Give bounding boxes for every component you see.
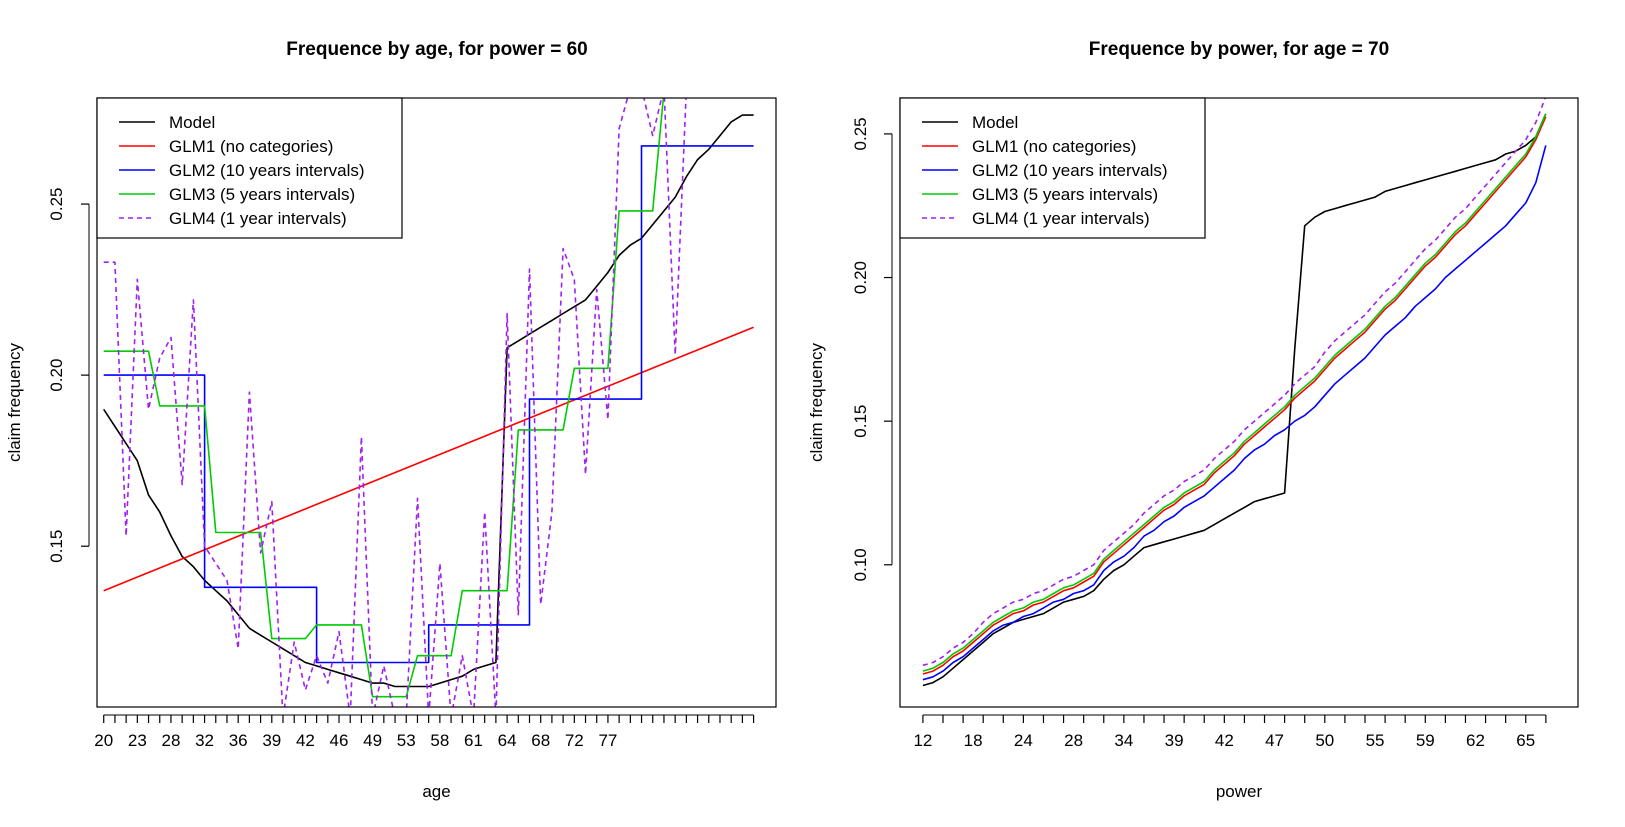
x-tick-label: 39 bbox=[262, 731, 281, 750]
x-tick-label: 64 bbox=[498, 731, 517, 750]
plot-box bbox=[899, 97, 1579, 708]
series-group bbox=[922, 98, 1547, 687]
x-tick-label: 42 bbox=[1215, 731, 1234, 750]
legend: Model GLM1 (no categories) GLM2 (10 years … bbox=[96, 97, 403, 239]
series-line-2 bbox=[922, 145, 1547, 681]
legend-entry-1: GLM1 (no categories) bbox=[169, 137, 333, 156]
x-tick-label: 18 bbox=[964, 731, 983, 750]
x-tick-label: 23 bbox=[128, 731, 147, 750]
x-tick-label: 24 bbox=[1014, 731, 1033, 750]
series-line-1 bbox=[103, 326, 754, 592]
x-tick-label: 72 bbox=[565, 731, 584, 750]
y-tick-label: 0.10 bbox=[851, 548, 870, 581]
series-group bbox=[103, 98, 754, 707]
y-tick-label: 0.15 bbox=[851, 405, 870, 438]
x-tick-label: 50 bbox=[1315, 731, 1334, 750]
y-tick-label: 0.15 bbox=[47, 530, 66, 563]
x-tick-label: 49 bbox=[363, 731, 382, 750]
legend-entry-2: GLM2 (10 years intervals) bbox=[972, 161, 1168, 180]
x-tick-label: 28 bbox=[1064, 731, 1083, 750]
power-panel: Frequence by power, for age = 70 12 18 24 28… bbox=[807, 39, 1579, 801]
plot-box bbox=[96, 97, 777, 708]
legend-entry-4: GLM4 (1 year intervals) bbox=[169, 209, 347, 228]
legend-entry-3: GLM3 (5 years intervals) bbox=[972, 185, 1158, 204]
series-line-4 bbox=[922, 98, 1547, 667]
legend-entry-4: GLM4 (1 year intervals) bbox=[972, 209, 1150, 228]
y-tick-label: 0.25 bbox=[851, 117, 870, 150]
x-tick-label: 77 bbox=[598, 731, 617, 750]
y-tick-label: 0.25 bbox=[47, 188, 66, 221]
chart-title: Frequence by power, for age = 70 bbox=[1089, 39, 1389, 60]
series-line-3 bbox=[922, 113, 1547, 672]
x-tick-label: 12 bbox=[913, 731, 932, 750]
x-tick-label: 34 bbox=[1114, 731, 1133, 750]
x-tick-label: 61 bbox=[464, 731, 483, 750]
y-axis-label: claim frequency bbox=[5, 342, 24, 462]
x-tick-label: 42 bbox=[296, 731, 315, 750]
legend-entry-2: GLM2 (10 years intervals) bbox=[169, 161, 365, 180]
x-tick-label: 47 bbox=[1265, 731, 1284, 750]
legend-entry-3: GLM3 (5 years intervals) bbox=[169, 185, 355, 204]
x-axis-label: age bbox=[422, 782, 450, 801]
series-line-0 bbox=[922, 113, 1547, 687]
x-axis-label: power bbox=[1216, 782, 1263, 801]
age-panel: Frequence by age, for power = 60 20 23 28 32… bbox=[5, 39, 777, 801]
series-line-2 bbox=[103, 145, 754, 664]
x-tick-label: 53 bbox=[397, 731, 416, 750]
x-tick-label: 58 bbox=[430, 731, 449, 750]
chart-title: Frequence by age, for power = 60 bbox=[286, 39, 587, 60]
x-tick-label: 39 bbox=[1165, 731, 1184, 750]
x-tick-label: 28 bbox=[161, 731, 180, 750]
legend-entry-1: GLM1 (no categories) bbox=[972, 137, 1136, 156]
series-line-1 bbox=[922, 116, 1547, 675]
legend-entry-0: Model bbox=[169, 113, 215, 132]
x-tick-label: 62 bbox=[1466, 731, 1485, 750]
y-tick-label: 0.20 bbox=[851, 261, 870, 294]
x-tick-label: 32 bbox=[195, 731, 214, 750]
series-line-3 bbox=[103, 98, 665, 698]
legend-entry-0: Model bbox=[972, 113, 1018, 132]
x-tick-label: 36 bbox=[229, 731, 248, 750]
x-tick-label: 55 bbox=[1366, 731, 1385, 750]
x-tick-label: 68 bbox=[531, 731, 550, 750]
y-tick-label: 0.20 bbox=[47, 359, 66, 392]
series-line-4 bbox=[103, 98, 687, 707]
x-tick-label: 20 bbox=[94, 731, 113, 750]
x-tick-label: 59 bbox=[1416, 731, 1435, 750]
legend: Model GLM1 (no categories) GLM2 (10 years … bbox=[899, 97, 1206, 239]
x-tick-label: 46 bbox=[330, 731, 349, 750]
x-tick-label: 65 bbox=[1516, 731, 1535, 750]
y-axis-label: claim frequency bbox=[807, 342, 826, 462]
